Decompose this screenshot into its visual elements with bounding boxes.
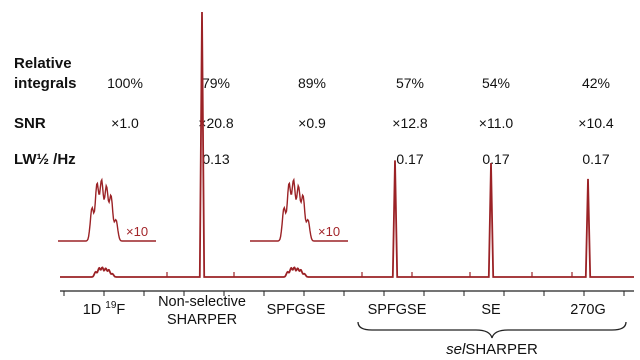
category-label-main: 1D xyxy=(83,302,106,318)
category-label-main: SE xyxy=(481,302,501,318)
row-label-integrals-line2: integrals xyxy=(14,75,77,92)
category-label: SPFGSE xyxy=(267,302,326,318)
table-value: 100% xyxy=(107,75,143,91)
table-value: ×11.0 xyxy=(479,115,514,131)
row-label-integrals-line1: Relative xyxy=(14,55,72,72)
category-label-main: SPFGSE xyxy=(267,302,326,318)
table-value: 0.17 xyxy=(396,151,423,167)
category-label: 1D 19F xyxy=(83,300,126,318)
x-axis-ticks xyxy=(63,291,625,296)
category-label: 270G xyxy=(570,302,605,318)
inset-trace xyxy=(250,177,348,242)
table-value: 42% xyxy=(582,75,610,91)
table-value: 54% xyxy=(482,75,510,91)
table-value: ×1.0 xyxy=(111,115,139,131)
category-label-sup: 19 xyxy=(105,300,117,311)
category-label: Non-selective xyxy=(158,294,246,310)
category-label: SPFGSE xyxy=(368,302,427,318)
table-value: ×10.4 xyxy=(578,115,614,131)
inset-trace xyxy=(58,177,156,242)
table-value: 79% xyxy=(202,75,230,91)
category-label-tail: F xyxy=(116,302,125,318)
group-label: selSHARPER xyxy=(446,341,538,358)
group-label-italic: sel xyxy=(446,341,466,358)
inset-scale-label: ×10 xyxy=(126,224,148,239)
row-label-linewidth: LW½ /Hz xyxy=(14,151,76,168)
table-value: ×20.8 xyxy=(198,115,234,131)
category-label-line2: SHARPER xyxy=(167,312,237,328)
table-value: 0.17 xyxy=(582,151,609,167)
category-label-main: 270G xyxy=(570,302,605,318)
inset-spectra: ×10 ×10 xyxy=(58,177,573,277)
table-value: 89% xyxy=(298,75,326,91)
table-value: 57% xyxy=(396,75,424,91)
category-label-main: SPFGSE xyxy=(368,302,427,318)
table-value: 0.13 xyxy=(202,151,229,167)
group-label-rest: SHARPER xyxy=(465,341,538,358)
inset-spectrum: ×10 xyxy=(58,177,156,242)
inset-spectrum: ×10 xyxy=(250,177,348,242)
spectrum-trace xyxy=(60,11,634,278)
table-value: ×0.9 xyxy=(298,115,326,131)
row-label-snr: SNR xyxy=(14,115,46,132)
x-axis-category-labels: 1D 19F Non-selective SHARPER SPFGSE SPFGSE SE… xyxy=(83,294,606,328)
inset-scale-label: ×10 xyxy=(318,224,340,239)
table-value: 0.17 xyxy=(482,151,509,167)
group-brace xyxy=(357,321,627,339)
table-values: 100% 79% 89% 57% 54% 42% ×1.0 ×20.8 ×0.9 ×12.8 ×11… xyxy=(107,75,614,167)
category-label-main: Non-selective xyxy=(158,294,246,310)
category-label: SE xyxy=(481,302,501,318)
table-value: ×12.8 xyxy=(392,115,428,131)
